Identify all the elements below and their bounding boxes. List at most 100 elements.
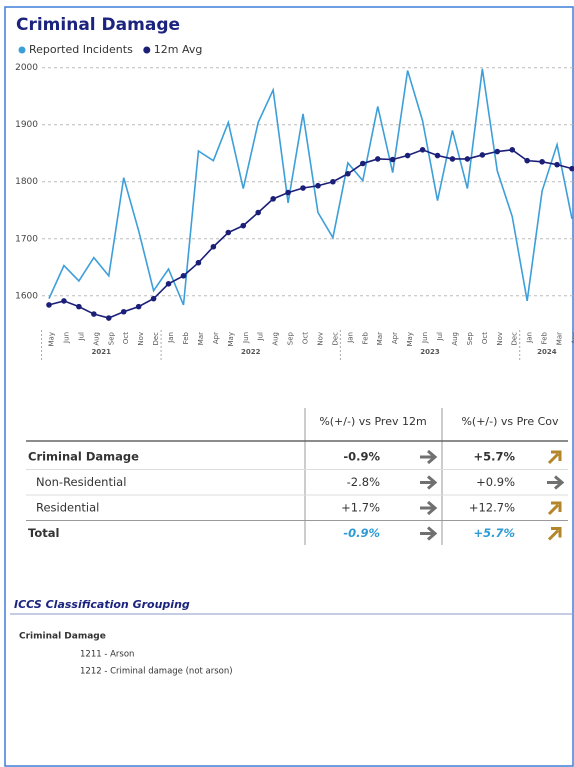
legend-label: 12m Avg — [154, 43, 203, 56]
data-point — [150, 295, 157, 302]
trend-arrow — [420, 449, 438, 465]
data-point — [554, 161, 560, 168]
x-tick-label: Jul — [436, 332, 444, 342]
x-tick-label: Oct — [302, 332, 310, 344]
x-tick-label: Dec — [331, 332, 339, 346]
x-tick-label: Apr — [391, 332, 399, 344]
series-line — [48, 148, 573, 319]
trend-arrow — [420, 475, 438, 490]
cell-value: +0.9% — [476, 475, 515, 489]
row-label: Criminal Damage — [28, 450, 139, 464]
x-tick-label: Aug — [92, 332, 100, 346]
x-tick-label: Oct — [481, 332, 489, 344]
x-tick-label: Feb — [541, 331, 549, 344]
x-tick-label: Sep — [287, 331, 295, 345]
data-point — [374, 156, 381, 162]
trend-arrow — [547, 475, 565, 490]
item-label: 1212 - Criminal damage (not arson) — [80, 667, 233, 677]
data-point — [509, 147, 516, 153]
legend-label: Reported Incidents — [29, 43, 133, 56]
data-point — [569, 165, 574, 172]
data-point — [180, 273, 187, 279]
data-point — [195, 259, 202, 266]
x-tick-label: Apr — [571, 332, 574, 344]
x-tick-label: Mar — [556, 332, 564, 345]
cell-value: -0.9% — [343, 526, 380, 540]
x-tick-label: Mar — [197, 332, 205, 345]
y-tick-label: 2000 — [15, 63, 38, 73]
x-tick-label: Jun — [242, 332, 250, 344]
data-point — [240, 222, 247, 229]
data-point — [464, 156, 471, 162]
items: 1211 - Arson 1212 - Criminal damage (not … — [80, 650, 233, 677]
table: %(+/-) vs Prev 12m %(+/-) vs Pre Cov Crimi… — [26, 408, 568, 545]
year-label: 2024 — [537, 348, 557, 356]
data-point — [360, 160, 366, 167]
data-point — [524, 157, 530, 164]
data-point — [389, 156, 396, 163]
data-point — [255, 209, 261, 216]
year-label: 2021 — [92, 348, 112, 356]
x-tick-label: Apr — [212, 332, 220, 344]
series-line — [48, 68, 573, 306]
x-tick-label: Jul — [77, 332, 85, 342]
x-tick-label: Jun — [62, 332, 70, 344]
data-point — [494, 148, 501, 155]
x-tick-label: May — [48, 332, 56, 346]
x-tick-label: Sep — [107, 331, 115, 345]
data-point — [91, 311, 97, 317]
x-tick-label: Dec — [511, 332, 519, 346]
x-tick-label: Jul — [257, 332, 265, 342]
trend-arrow — [420, 500, 438, 516]
cell-value: +1.7% — [341, 501, 380, 515]
data-point — [165, 281, 172, 287]
item-label: 1211 - Arson — [80, 650, 134, 660]
data-point — [330, 178, 336, 185]
data-point — [479, 152, 486, 158]
row-label: Non-Residential — [36, 475, 126, 489]
data-point — [225, 229, 232, 236]
column-header: %(+/-) vs Prev 12m — [319, 415, 426, 428]
data-point — [434, 152, 441, 159]
data-point — [120, 308, 127, 315]
x-tick-label: Aug — [451, 332, 459, 346]
x-tick-label: Nov — [316, 332, 324, 346]
column-header: %(+/-) vs Pre Cov — [461, 415, 559, 428]
y-tick-label: 1600 — [15, 291, 38, 301]
y-tick-label: 1900 — [15, 120, 38, 130]
trend-arrow — [420, 526, 438, 541]
data-point — [345, 170, 351, 177]
data-point — [539, 158, 545, 165]
year-label: 2022 — [241, 348, 261, 356]
data-point — [210, 243, 217, 250]
data-point — [404, 152, 411, 159]
cell-value: -2.8% — [347, 475, 380, 489]
data-point — [315, 182, 321, 189]
y-tick-label: 1800 — [15, 177, 38, 187]
x-tick-label: May — [227, 332, 235, 346]
section-title: ICCS Classification Grouping — [14, 598, 190, 611]
x-tick-label: Feb — [182, 331, 190, 344]
row-label: Total — [28, 526, 59, 540]
x-tick-label: May — [406, 332, 414, 346]
x-tick-label: Nov — [496, 332, 504, 346]
trend-arrow — [547, 450, 562, 465]
data-point — [135, 303, 142, 310]
data-point — [270, 196, 276, 202]
x-tick-label: Nov — [137, 332, 145, 346]
legend-marker — [18, 46, 26, 54]
x-tick-label: Aug — [272, 332, 280, 346]
x-tick-label: Dec — [152, 332, 160, 346]
data-point — [76, 303, 82, 310]
legend-marker — [143, 46, 151, 54]
trend-arrow — [547, 501, 562, 516]
data-point — [449, 156, 456, 162]
data-point — [419, 147, 426, 153]
x-tick-label: Oct — [122, 332, 130, 344]
x-tick-label: Jun — [421, 332, 429, 344]
x-tick-label: Jan — [167, 332, 175, 344]
cell-value: +12.7% — [469, 501, 515, 515]
data-point — [105, 315, 112, 321]
frame — [4, 6, 574, 767]
